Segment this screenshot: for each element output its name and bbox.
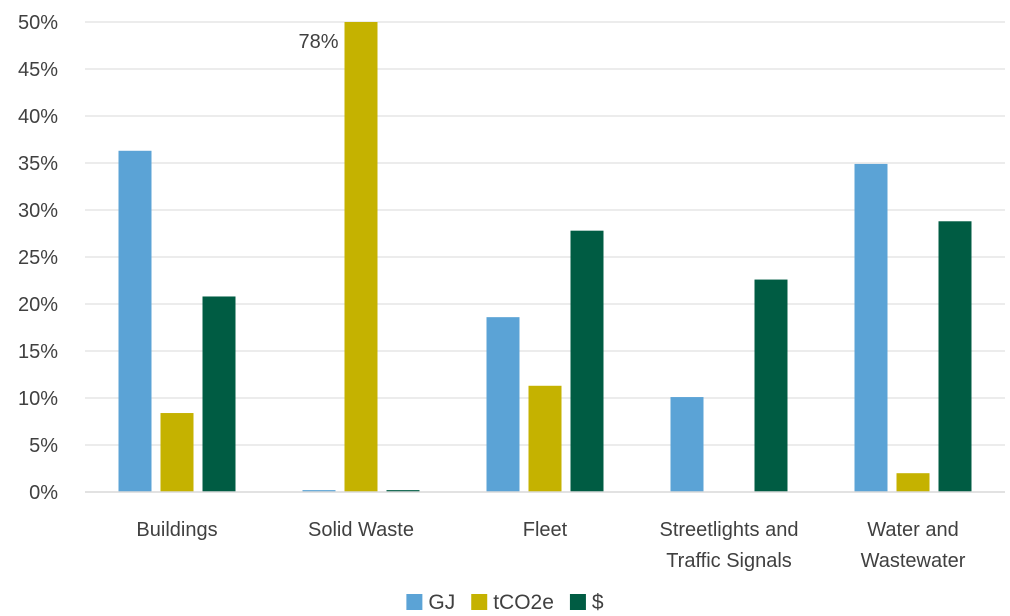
- legend-label: tCO2e: [493, 591, 554, 614]
- bar-GJ-4: [854, 163, 888, 492]
- legend-label: GJ: [428, 591, 455, 614]
- bar-GJ-0: [118, 150, 152, 492]
- bar-$-3: [754, 279, 788, 492]
- x-category-label: Wastewater: [861, 550, 966, 572]
- bar-tCO2e-4: [896, 473, 930, 492]
- y-tick-label: 20%: [18, 294, 58, 316]
- bar-GJ-1: [302, 490, 336, 492]
- bar-$-1: [386, 490, 420, 492]
- y-tick-label: 25%: [18, 247, 58, 269]
- y-tick-label: 0%: [29, 482, 58, 504]
- bar-tCO2e-0: [160, 413, 194, 492]
- bar-$-2: [570, 230, 604, 492]
- legend-swatch: [406, 594, 423, 610]
- y-tick-label: 30%: [18, 200, 58, 222]
- legend-swatch: [569, 594, 586, 610]
- annotations: 78%: [298, 31, 338, 53]
- y-tick-label: 35%: [18, 153, 58, 175]
- legend: GJ tCO2e $: [406, 591, 604, 614]
- legend-label: $: [592, 591, 604, 614]
- bar-tCO2e-2: [528, 385, 562, 492]
- y-tick-label: 40%: [18, 106, 58, 128]
- x-category-label: Streetlights and: [660, 519, 799, 541]
- legend-swatch: [471, 594, 488, 610]
- legend-item: GJ: [406, 591, 455, 614]
- y-tick-label: 15%: [18, 341, 58, 363]
- bar-tCO2e-1: [344, 22, 378, 492]
- bar-$-0: [202, 296, 236, 492]
- y-tick-label: 50%: [18, 12, 58, 34]
- bars: [118, 22, 972, 492]
- x-category-label: Buildings: [136, 519, 217, 541]
- y-tick-label: 10%: [18, 388, 58, 410]
- legend-item: $: [569, 591, 604, 614]
- gridlines: [85, 21, 1005, 493]
- x-axis: Buildings Solid Waste Fleet Streetlights an…: [85, 491, 1005, 572]
- x-category-label: Fleet: [523, 519, 568, 541]
- bar-GJ-2: [486, 317, 520, 492]
- x-category-label: Water and: [867, 519, 959, 541]
- x-category-label: Solid Waste: [308, 519, 414, 541]
- data-label: 78%: [298, 31, 338, 53]
- y-axis: 0% 5% 10% 15% 20% 25% 30% 35% 40% 45% 50%: [18, 12, 58, 504]
- bar-GJ-3: [670, 397, 704, 492]
- y-tick-label: 45%: [18, 59, 58, 81]
- bar-$-4: [938, 221, 972, 492]
- legend-item: tCO2e: [471, 591, 554, 614]
- y-tick-label: 5%: [29, 435, 58, 457]
- x-category-label: Traffic Signals: [666, 550, 792, 572]
